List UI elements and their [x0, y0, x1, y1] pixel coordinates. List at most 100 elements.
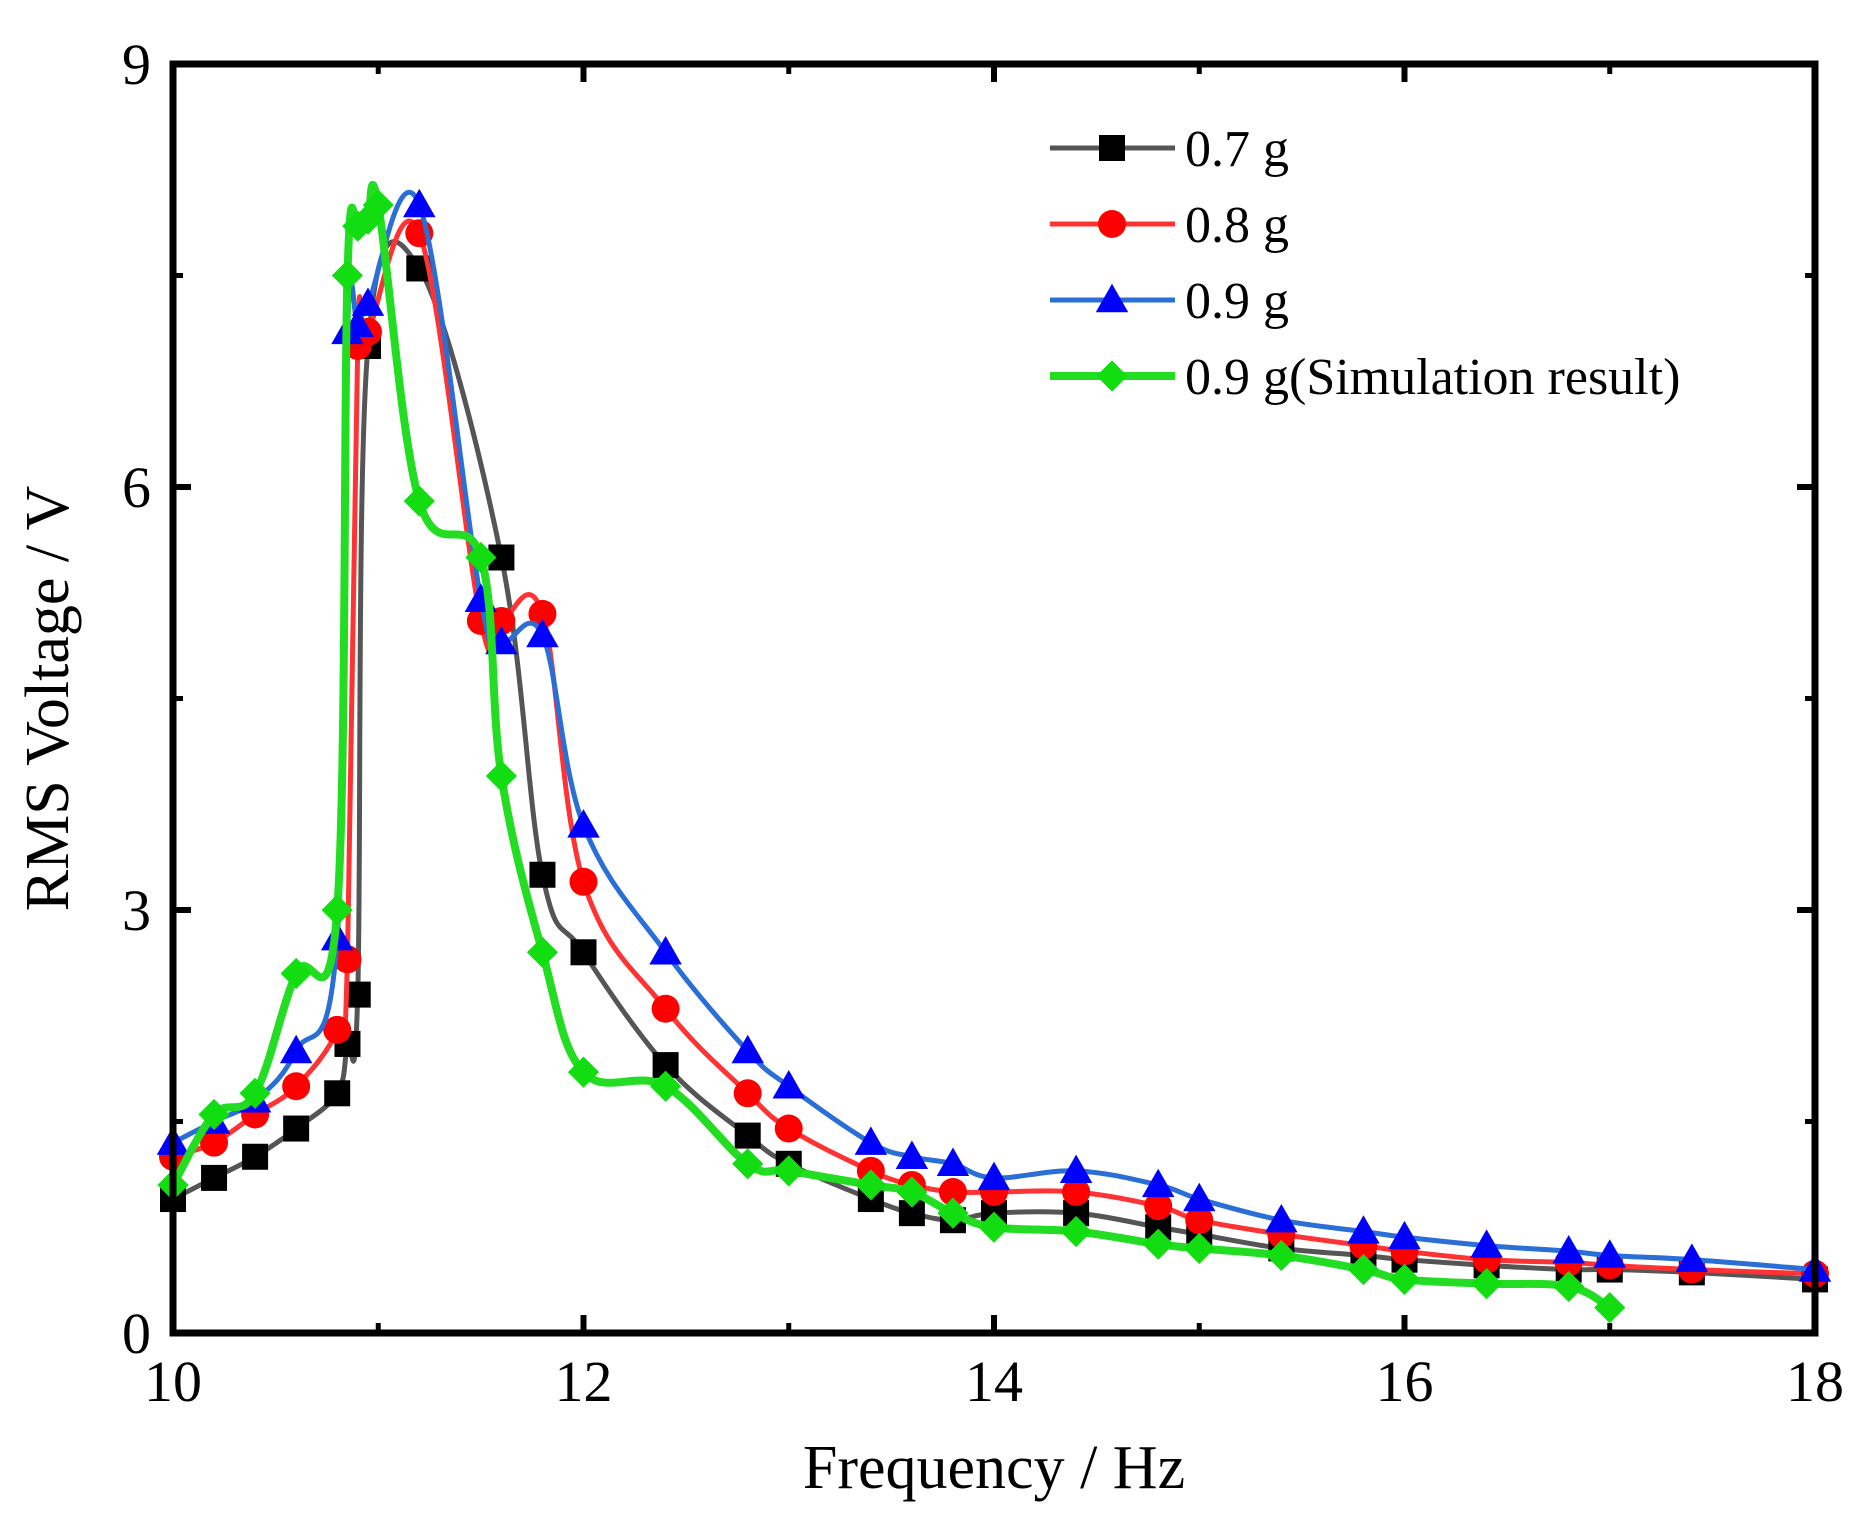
data-point-3 — [937, 1197, 969, 1229]
data-point-2 — [279, 1034, 313, 1064]
data-point-3 — [1183, 1232, 1215, 1264]
series-line-1 — [172, 218, 1816, 1277]
data-point-1 — [528, 599, 557, 628]
y-tick-label: 3 — [122, 878, 151, 943]
data-point-0 — [570, 939, 597, 966]
data-point-2 — [895, 1140, 929, 1169]
data-point-0 — [529, 861, 556, 888]
series-3 — [157, 180, 1626, 1324]
data-point-0 — [201, 1164, 228, 1191]
x-tick-label: 10 — [144, 1349, 202, 1414]
data-point-2 — [351, 287, 385, 316]
y-tick-label: 9 — [122, 32, 151, 97]
data-point-2 — [649, 936, 682, 965]
data-point-0 — [734, 1122, 761, 1149]
data-point-3 — [352, 203, 384, 235]
data-point-1 — [1062, 1178, 1091, 1206]
data-point-2 — [567, 809, 600, 838]
data-point-1 — [774, 1114, 803, 1143]
data-point-3 — [331, 259, 364, 292]
data-point-3 — [650, 1070, 682, 1102]
legend-marker-0 — [1099, 135, 1125, 161]
legend-item-2: 0.9 g — [1050, 273, 1289, 330]
data-point-2 — [1675, 1243, 1709, 1272]
data-point-2 — [1265, 1203, 1298, 1233]
x-tick-label: 18 — [1786, 1349, 1844, 1414]
data-point-3 — [1553, 1270, 1585, 1303]
legend-label-1: 0.8 g — [1185, 197, 1289, 254]
data-point-1 — [1185, 1206, 1214, 1235]
x-tick-label: 12 — [555, 1349, 613, 1414]
data-point-3 — [485, 760, 517, 792]
data-point-3 — [732, 1148, 764, 1180]
data-point-3 — [526, 936, 559, 968]
data-point-2 — [1388, 1220, 1421, 1250]
data-point-3 — [239, 1077, 271, 1109]
legend-label-0: 0.7 g — [1185, 121, 1289, 178]
data-point-2 — [1552, 1234, 1585, 1264]
data-point-1 — [733, 1079, 762, 1108]
data-point-2 — [977, 1161, 1011, 1191]
data-point-3 — [978, 1211, 1010, 1243]
x-axis-title: Frequency / Hz — [803, 1434, 1185, 1502]
legend-label-3: 0.9 g(Simulation result) — [1185, 349, 1680, 406]
data-point-2 — [1593, 1239, 1626, 1268]
data-point-1 — [323, 1015, 352, 1044]
x-tick-label: 16 — [1376, 1349, 1434, 1414]
data-point-3 — [362, 189, 394, 221]
data-point-2 — [1470, 1229, 1503, 1258]
legend-label-2: 0.9 g — [1185, 273, 1289, 330]
data-point-0 — [283, 1115, 310, 1142]
legend-item-0: 0.7 g — [1050, 121, 1289, 178]
data-point-3 — [855, 1169, 887, 1201]
series-layer — [156, 180, 1832, 1324]
data-point-2 — [403, 188, 436, 218]
data-point-2 — [731, 1034, 764, 1064]
legend: 0.7 g 0.8 g 0.9 g 0.9 g(Simulation resul… — [1050, 121, 1680, 406]
legend-marker-2 — [1095, 283, 1129, 313]
data-point-2 — [1347, 1215, 1380, 1244]
data-point-2 — [772, 1070, 805, 1099]
data-point-1 — [282, 1072, 311, 1101]
data-point-3 — [1142, 1228, 1174, 1260]
data-point-2 — [1059, 1154, 1093, 1184]
legend-marker-3 — [1096, 360, 1128, 392]
data-point-3 — [280, 957, 312, 990]
data-point-0 — [324, 1080, 351, 1107]
y-tick-label: 0 — [122, 1301, 151, 1366]
data-point-3 — [1594, 1292, 1626, 1324]
data-point-1 — [569, 867, 598, 896]
y-tick-label: 6 — [122, 455, 151, 520]
data-point-1 — [938, 1178, 967, 1206]
data-point-0 — [242, 1143, 269, 1170]
data-point-3 — [567, 1056, 600, 1088]
data-point-2 — [936, 1147, 970, 1176]
data-point-3 — [403, 485, 435, 517]
data-point-1 — [333, 945, 362, 974]
data-point-3 — [342, 210, 374, 242]
x-tick-label: 14 — [965, 1349, 1023, 1414]
data-point-3 — [1471, 1268, 1503, 1300]
data-point-3 — [321, 894, 353, 926]
data-point-3 — [465, 541, 497, 574]
data-point-3 — [198, 1098, 230, 1131]
data-point-1 — [651, 994, 680, 1023]
data-point-2 — [854, 1126, 888, 1155]
data-point-3 — [1388, 1263, 1421, 1296]
legend-item-1: 0.8 g — [1050, 197, 1289, 254]
data-point-1 — [1144, 1192, 1173, 1221]
data-point-2 — [1183, 1182, 1216, 1212]
data-point-3 — [1060, 1215, 1092, 1248]
data-point-2 — [1141, 1168, 1175, 1198]
legend-marker-1 — [1098, 210, 1126, 238]
y-axis-title: RMS Voltage / V — [14, 486, 82, 912]
data-point-1 — [200, 1128, 229, 1157]
data-point-3 — [773, 1155, 805, 1187]
data-point-3 — [896, 1176, 928, 1208]
data-point-3 — [1265, 1239, 1297, 1272]
plot-frame — [169, 60, 1819, 1337]
data-point-3 — [1347, 1253, 1380, 1286]
ticks-layer: 10 12 14 16 18 0 3 6 9 — [122, 32, 1844, 1414]
legend-item-3: 0.9 g(Simulation result) — [1050, 349, 1680, 406]
